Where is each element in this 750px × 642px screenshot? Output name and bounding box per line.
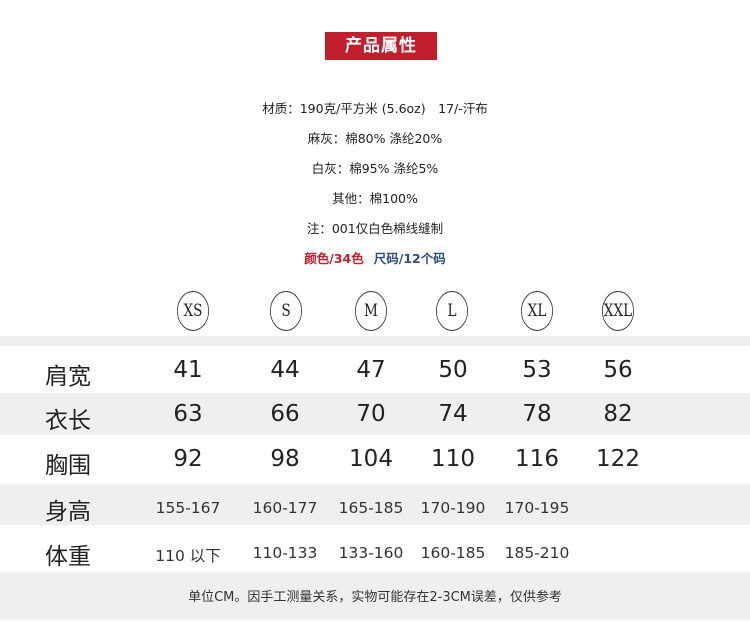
footnote: 单位CM。因手工测量关系，实物可能存在2-3CM误差，仅供参考 (188, 590, 562, 605)
table-cell: 110-133 (252, 544, 318, 562)
table-cell: 116 (515, 446, 559, 472)
row-label: 胸围 (45, 453, 91, 479)
table-cell: 133-160 (338, 544, 404, 562)
color-size-count: 颜色/34色 尺码/12个码 (0, 248, 750, 267)
table-cell: 78 (522, 401, 552, 427)
table-cell: 70 (356, 401, 386, 427)
table-cell: 66 (270, 401, 300, 427)
size-header-l: L (436, 291, 468, 331)
table-cell: 47 (356, 357, 386, 383)
table-cell: 63 (173, 401, 203, 427)
table-cell: 122 (596, 446, 640, 472)
table-cell: 56 (603, 357, 633, 383)
table-cell: 50 (438, 357, 468, 383)
table-cell: 155-167 (155, 499, 221, 517)
table-cell: 104 (349, 446, 393, 472)
size-header-xxl: XXL (602, 291, 634, 331)
table-cell: 160-177 (252, 499, 318, 517)
table-cell: 110 (431, 446, 475, 472)
row-band (0, 484, 750, 525)
table-cell: 160-185 (420, 544, 486, 562)
spec-note: 注：001仅白色棉线缝制 (306, 221, 444, 236)
table-cell: 53 (522, 357, 552, 383)
table-cell: 98 (270, 446, 300, 472)
table-cell: 41 (173, 357, 203, 383)
spec-white-gray: 白灰：棉95% 涤纶5% (311, 161, 439, 176)
row-label: 身高 (45, 499, 91, 525)
row-label: 体重 (45, 544, 91, 570)
row-label: 肩宽 (45, 364, 91, 390)
table-cell: 110 以下 (155, 547, 221, 565)
footer-band (0, 572, 750, 620)
size-header-s: S (270, 291, 302, 331)
table-cell: 165-185 (338, 499, 404, 517)
table-cell: 170-195 (504, 499, 570, 517)
spec-heather-gray: 麻灰：棉80% 涤纶20% (307, 131, 443, 146)
table-cell: 185-210 (504, 544, 570, 562)
row-label: 衣长 (45, 408, 91, 434)
row-band (0, 393, 750, 435)
table-cell: 74 (438, 401, 468, 427)
table-cell: 44 (270, 357, 300, 383)
section-title: 产品属性 (325, 32, 437, 60)
spec-material: 材质：190克/平方米 (5.6oz) 17/-汗布 (262, 101, 488, 116)
size-header-xl: XL (521, 291, 553, 331)
table-cell: 92 (173, 446, 203, 472)
sizes-count: 尺码/12个码 (373, 251, 446, 266)
divider-band (0, 336, 750, 346)
size-header-m: M (355, 291, 387, 331)
size-header-xs: XS (177, 291, 209, 331)
table-cell: 170-190 (420, 499, 486, 517)
spec-other: 其他：棉100% (332, 191, 418, 206)
table-cell: 82 (603, 401, 633, 427)
colors-count: 颜色/34色 (304, 251, 364, 266)
